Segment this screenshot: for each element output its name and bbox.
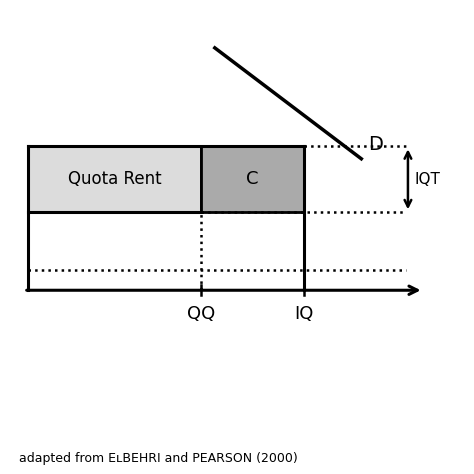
Text: QQ: QQ: [187, 305, 216, 323]
Text: C: C: [246, 170, 259, 188]
Text: Quota Rent: Quota Rent: [68, 170, 162, 188]
Bar: [201, 146, 304, 212]
Text: IQ: IQ: [294, 305, 313, 323]
Text: IQT: IQT: [415, 172, 440, 187]
Text: adapted from EʟBEHRI and PEARSON (2000): adapted from EʟBEHRI and PEARSON (2000): [19, 452, 298, 465]
Bar: [28, 146, 201, 212]
Text: D: D: [368, 135, 383, 154]
